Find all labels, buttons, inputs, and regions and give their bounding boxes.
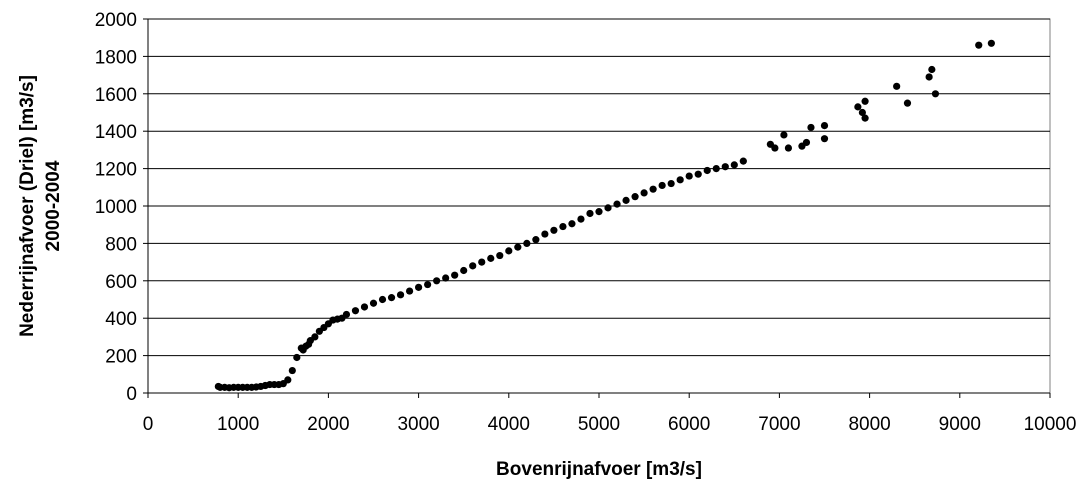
data-point — [694, 170, 702, 178]
data-point — [604, 204, 612, 212]
data-point — [622, 196, 630, 204]
y-tick-label: 1800 — [95, 47, 137, 68]
data-point — [854, 103, 862, 111]
x-tick-label: 5000 — [578, 414, 620, 435]
x-tick-label: 2000 — [307, 414, 349, 435]
x-tick-label: 3000 — [397, 414, 439, 435]
data-point — [442, 274, 450, 282]
x-tick-label: 7000 — [758, 414, 800, 435]
data-point — [613, 200, 621, 208]
x-tick-label: 4000 — [488, 414, 530, 435]
data-point — [415, 283, 423, 291]
y-tick-label: 800 — [105, 234, 137, 255]
data-point — [532, 236, 540, 244]
x-tick-label: 9000 — [939, 414, 981, 435]
x-tick-label: 6000 — [668, 414, 710, 435]
data-point — [293, 353, 301, 362]
data-point — [928, 65, 936, 74]
data-point — [505, 247, 513, 255]
data-point — [586, 209, 594, 218]
data-point — [771, 144, 779, 152]
x-axis-ticks: 0 1000 2000 3000 4000 5000 6000 7000 8000 9000 100… — [143, 393, 1077, 435]
data-point — [730, 161, 738, 169]
y-axis-title-line-1: Nederrijnafvoer (Driel) [m3/s] — [17, 75, 38, 337]
data-point — [780, 131, 788, 139]
y-tick-label: 0 — [126, 384, 137, 405]
data-point — [802, 138, 811, 147]
y-axis-title: Nederrijnafvoer (Driel) [m3/s] 2000-2004 — [17, 75, 64, 337]
data-point — [649, 185, 657, 193]
data-point — [903, 99, 912, 107]
x-axis-title: Bovenrijnafvoer [m3/s] — [496, 459, 702, 480]
data-point — [861, 97, 869, 105]
data-point — [378, 295, 387, 304]
data-point — [288, 366, 296, 375]
data-point — [424, 280, 432, 289]
data-point — [496, 251, 504, 260]
data-point — [577, 215, 585, 223]
data-point — [284, 376, 292, 384]
data-point — [925, 73, 933, 81]
data-point — [559, 222, 567, 231]
x-tick-label: 10000 — [1024, 414, 1077, 435]
data-point — [820, 135, 829, 143]
data-point — [807, 123, 815, 132]
y-tick-label: 1600 — [95, 85, 137, 106]
data-point — [975, 41, 983, 49]
data-point — [739, 157, 747, 165]
y-axis-title-line-2: 2000-2004 — [43, 160, 64, 251]
y-tick-label: 2000 — [95, 10, 137, 31]
data-point — [405, 287, 414, 295]
data-point — [342, 310, 351, 319]
y-tick-label: 1400 — [95, 122, 137, 143]
data-point — [640, 189, 648, 197]
x-tick-label: 8000 — [848, 414, 890, 435]
data-point — [523, 239, 531, 247]
data-point — [568, 220, 576, 228]
x-tick-label: 0 — [143, 414, 154, 435]
data-point — [820, 121, 829, 130]
data-point — [460, 266, 468, 275]
data-point — [858, 108, 866, 117]
data-point — [478, 258, 486, 266]
data-point — [931, 90, 940, 98]
data-point — [861, 114, 869, 122]
y-tick-label: 400 — [105, 309, 137, 330]
data-point — [685, 172, 693, 180]
data-point — [360, 303, 369, 311]
data-points — [214, 39, 995, 392]
data-point — [351, 307, 360, 315]
data-point — [311, 333, 319, 341]
y-tick-label: 200 — [105, 347, 137, 368]
data-point — [676, 176, 684, 184]
data-point — [658, 181, 666, 190]
data-point — [667, 179, 675, 188]
data-point — [541, 230, 549, 238]
data-point — [550, 226, 558, 234]
data-point — [514, 243, 522, 251]
data-point — [712, 165, 720, 173]
data-point — [369, 299, 378, 307]
data-point — [387, 294, 396, 302]
y-tick-label: 600 — [105, 272, 137, 293]
data-point — [451, 271, 459, 279]
data-point — [631, 193, 639, 201]
y-tick-label: 1200 — [95, 160, 137, 181]
data-point — [987, 39, 995, 47]
data-point — [784, 144, 793, 152]
data-point — [487, 254, 495, 262]
data-point — [469, 262, 477, 270]
y-tick-label: 1000 — [95, 197, 137, 218]
x-tick-label: 1000 — [217, 414, 259, 435]
data-point — [703, 166, 711, 175]
data-point — [595, 208, 603, 216]
data-point — [396, 291, 405, 299]
data-point — [893, 82, 901, 90]
y-axis-ticks: 0 200 400 600 800 1000 1200 1400 1600 1800 2000 — [95, 10, 148, 405]
data-point — [721, 163, 729, 171]
data-point — [433, 277, 441, 285]
